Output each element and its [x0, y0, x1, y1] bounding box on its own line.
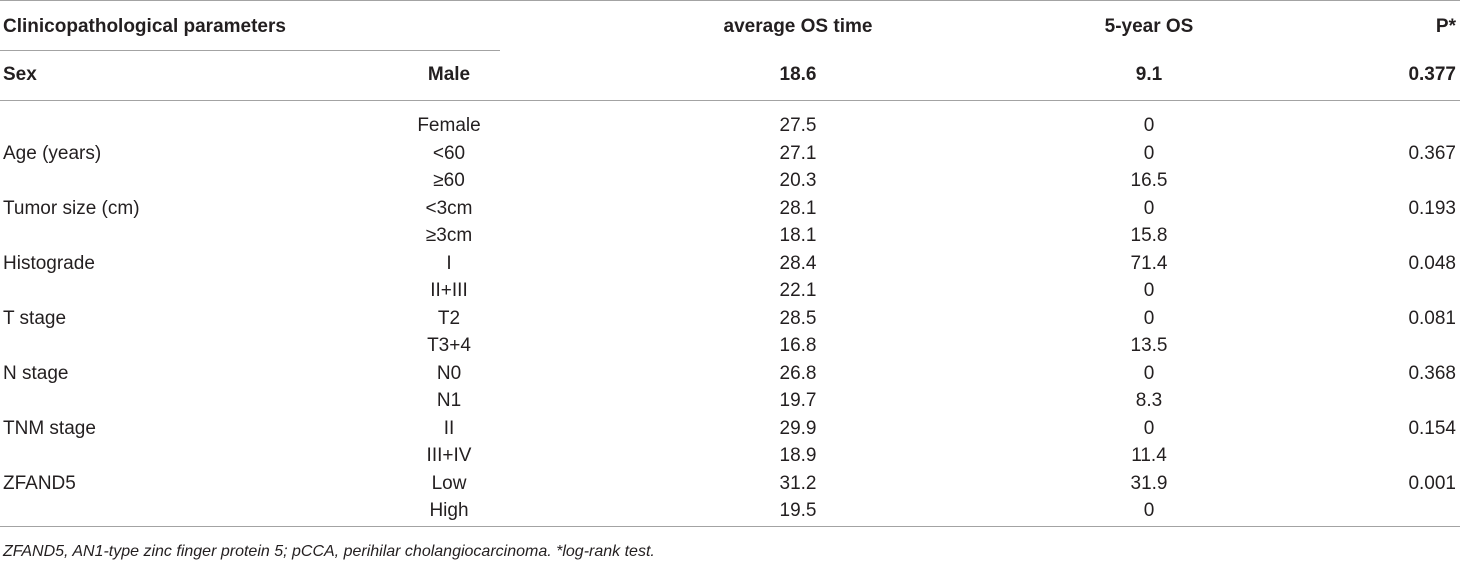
average-os-time-value: 18.1 [779, 225, 817, 246]
table-row: Female 27.5 0 [0, 112, 1460, 140]
level-label: Low [431, 472, 467, 494]
table-row-sex: Sex Male 18.6 9.1 0.377 [0, 49, 1460, 100]
p-value: 0.193 [1408, 197, 1456, 219]
parameter-name: ZFAND5 [3, 472, 76, 494]
five-year-os-value: 0 [1143, 500, 1155, 521]
table-row: Histograde I 28.4 71.4 0.048 [0, 250, 1460, 278]
average-os-time-value: 28.1 [779, 197, 817, 219]
table-row: ≥60 20.3 16.5 [0, 167, 1460, 195]
level-label: II+III [430, 280, 468, 301]
parameter-name: TNM stage [3, 417, 96, 439]
level-label: N0 [436, 362, 462, 384]
level-label: High [429, 500, 469, 521]
five-year-os-value: 0 [1143, 197, 1155, 219]
five-year-os-value: 71.4 [1130, 252, 1168, 274]
average-os-time-value: 27.1 [779, 142, 817, 164]
five-year-os-value: 31.9 [1130, 472, 1168, 494]
five-year-os-value: 15.8 [1130, 225, 1168, 246]
table-row: Tumor size (cm) <3cm 28.1 0 0.193 [0, 195, 1460, 223]
five-year-os-value: 11.4 [1131, 445, 1167, 466]
average-os-time-value: 29.9 [779, 417, 817, 439]
table-bottom-rule [0, 526, 1460, 527]
p-value: 0.081 [1408, 307, 1456, 329]
average-os-time-value: 19.7 [779, 390, 817, 411]
table-row: TNM stage II 29.9 0 0.154 [0, 415, 1460, 443]
table-row: High 19.5 0 [0, 497, 1460, 525]
average-os-time-value: 26.8 [779, 362, 817, 384]
five-year-os-value: 9.1 [1135, 63, 1163, 85]
level-label: Male [427, 63, 471, 85]
table-row: ≥3cm 18.1 15.8 [0, 222, 1460, 250]
average-os-time-value: 28.5 [779, 307, 817, 329]
level-label: <3cm [425, 197, 473, 219]
parameter-name: Sex [3, 63, 37, 85]
average-os-time-value: 28.4 [779, 252, 817, 274]
average-os-time-value: 19.5 [779, 500, 817, 521]
parameter-name: Tumor size (cm) [3, 197, 140, 219]
parameter-name: Histograde [3, 252, 95, 274]
table-row: N1 19.7 8.3 [0, 387, 1460, 415]
table-row: III+IV 18.9 11.4 [0, 442, 1460, 470]
level-label: I [446, 252, 452, 274]
table-mid-rule [0, 100, 1460, 101]
table-row: Age (years) <60 27.1 0 0.367 [0, 140, 1460, 168]
p-value: 0.367 [1408, 142, 1456, 164]
level-label: II [443, 417, 455, 439]
five-year-os-value: 16.5 [1130, 170, 1168, 191]
header-p-value: P* [1435, 16, 1456, 37]
p-value: 0.001 [1408, 472, 1456, 494]
parameter-name: T stage [3, 307, 67, 329]
five-year-os-value: 8.3 [1135, 390, 1163, 411]
header-parameters: Clinicopathological parameters [3, 16, 286, 37]
five-year-os-value: 0 [1143, 362, 1155, 384]
five-year-os-value: 0 [1143, 280, 1155, 301]
five-year-os-value: 0 [1143, 417, 1155, 439]
header-average-os-time: average OS time [723, 16, 873, 37]
table-row: N stage N0 26.8 0 0.368 [0, 360, 1460, 388]
p-value: 0.368 [1408, 362, 1456, 384]
parameter-name: N stage [3, 362, 69, 384]
header-five-year-os: 5-year OS [1104, 16, 1194, 37]
level-label: T3+4 [427, 335, 471, 356]
average-os-time-value: 20.3 [779, 170, 817, 191]
level-label: Female [417, 115, 481, 136]
average-os-time-value: 22.1 [779, 280, 817, 301]
table-footnote: ZFAND5, AN1-type zinc finger protein 5; … [3, 543, 655, 560]
parameter-name: Age (years) [3, 142, 102, 164]
level-label: T2 [437, 307, 461, 329]
level-label: N1 [436, 390, 462, 411]
table-row: T stage T2 28.5 0 0.081 [0, 305, 1460, 333]
five-year-os-value: 13.5 [1130, 335, 1168, 356]
five-year-os-value: 0 [1143, 307, 1155, 329]
level-label: <60 [432, 142, 466, 164]
five-year-os-value: 0 [1143, 142, 1155, 164]
average-os-time-value: 31.2 [779, 472, 817, 494]
p-value: 0.048 [1408, 252, 1456, 274]
five-year-os-value: 0 [1143, 115, 1155, 136]
average-os-time-value: 18.6 [779, 63, 817, 85]
average-os-time-value: 18.9 [779, 445, 817, 466]
table-row: T3+4 16.8 13.5 [0, 332, 1460, 360]
table-row: II+III 22.1 0 [0, 277, 1460, 305]
p-value: 0.154 [1408, 417, 1456, 439]
level-label: III+IV [426, 445, 472, 466]
header-underline [0, 50, 500, 51]
average-os-time-value: 16.8 [779, 335, 817, 356]
level-label: ≥60 [433, 170, 465, 191]
average-os-time-value: 27.5 [779, 115, 817, 136]
p-value: 0.377 [1408, 63, 1456, 85]
table-row: ZFAND5 Low 31.2 31.9 0.001 [0, 470, 1460, 498]
level-label: ≥3cm [425, 225, 473, 246]
table-top-rule [0, 0, 1460, 1]
table-header-row: Clinicopathological parameters average O… [0, 0, 1460, 54]
table-body: Female 27.5 0 Age (years) <60 27.1 0 0.3… [0, 112, 1460, 525]
